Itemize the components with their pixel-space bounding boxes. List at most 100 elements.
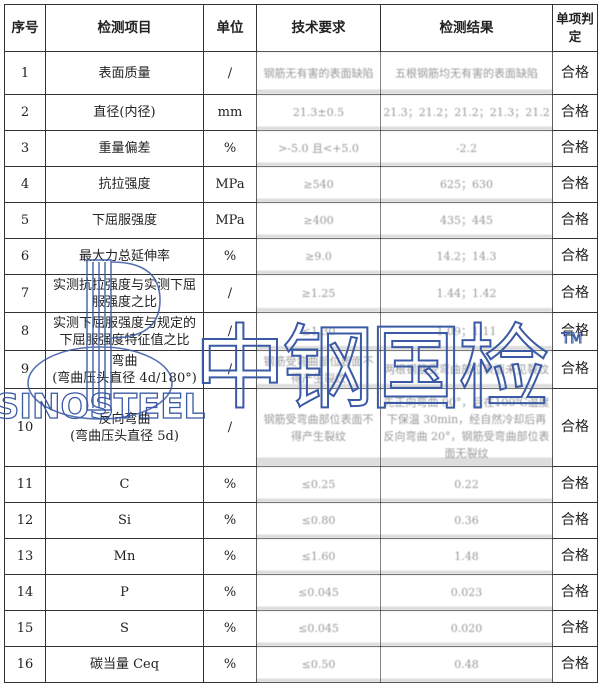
test-result: 五根钢筋均无有害的表面缺陷 — [380, 51, 553, 95]
header-no: 序号 — [4, 4, 46, 52]
test-item: 实测抗拉强度与实测下屈服强度之比 — [45, 274, 204, 313]
unit: % — [203, 574, 257, 611]
technical-requirement: ≤0.50 — [256, 646, 381, 683]
verdict: 合格 — [552, 646, 598, 683]
test-result: 1.44；1.42 — [380, 274, 553, 313]
test-result: 0.023 — [380, 574, 553, 611]
unit: % — [203, 238, 257, 275]
unit: MPa — [203, 202, 257, 239]
test-item: 实测下屈服强度与规定的下屈服强度特征值之比 — [45, 312, 204, 351]
row-number: 9 — [4, 350, 46, 389]
verdict: 合格 — [552, 202, 598, 239]
unit: mm — [203, 94, 257, 131]
table-row: 15 S% ≤0.045 0.020 合格 — [4, 610, 598, 647]
verdict: 合格 — [552, 238, 598, 275]
technical-requirement: ≤0.25 — [256, 466, 381, 503]
table-row: 9 弯曲 (弯曲压头直径 4d/180°) / 钢筋受弯曲部位表面不得产生裂纹 两根钢筋… — [4, 350, 598, 389]
verdict: 合格 — [552, 466, 598, 503]
verdict: 合格 — [552, 502, 598, 539]
table-row: 6 最大力总延伸率% ≥9.0 14.2；14.3 合格 — [4, 238, 598, 275]
table-row: 5 下屈服强度 MPa ≥400 435；445 合格 — [4, 202, 598, 239]
verdict: 合格 — [552, 274, 598, 313]
test-item: S — [45, 610, 204, 647]
test-item: 抗拉强度 — [45, 166, 204, 203]
test-item: 下屈服强度 — [45, 202, 204, 239]
row-number: 8 — [4, 312, 46, 351]
technical-requirement: 钢筋无有害的表面缺陷 — [256, 51, 381, 95]
technical-requirement: ≤0.045 — [256, 574, 381, 611]
unit: % — [203, 466, 257, 503]
verdict: 合格 — [552, 130, 598, 167]
table-row: 14 P% ≤0.045 0.023 合格 — [4, 574, 598, 611]
technical-requirement: ≥9.0 — [256, 238, 381, 275]
verdict: 合格 — [552, 610, 598, 647]
unit: / — [203, 312, 257, 351]
test-item: 最大力总延伸率 — [45, 238, 204, 275]
technical-requirement: ≥400 — [256, 202, 381, 239]
test-result: 21.3；21.2；21.2；21.3；21.2 — [380, 94, 553, 131]
table-row: 3 重量偏差% >-5.0 且<+5.0 -2.2 合格 — [4, 130, 598, 167]
table-row: 10 反向弯曲 (弯曲压头直径 5d) / 钢筋受弯曲部位表面不得产生裂纹 先正向弯曲 … — [4, 388, 598, 467]
header-item: 检测项目 — [45, 4, 204, 52]
verdict: 合格 — [552, 51, 598, 95]
row-number: 4 — [4, 166, 46, 203]
unit: % — [203, 646, 257, 683]
test-item: P — [45, 574, 204, 611]
table-row: 12 Si% ≤0.80 0.36 合格 — [4, 502, 598, 539]
test-result: 0.020 — [380, 610, 553, 647]
table-row: 16 碳当量 Ceq% ≤0.50 0.48 合格 — [4, 646, 598, 683]
test-item: 重量偏差 — [45, 130, 204, 167]
technical-requirement: ≤0.045 — [256, 610, 381, 647]
test-item: C — [45, 466, 204, 503]
test-result: 435；445 — [380, 202, 553, 239]
technical-requirement: ≤1.60 — [256, 538, 381, 575]
table-row: 11 C% ≤0.25 0.22 合格 — [4, 466, 598, 503]
unit: / — [203, 350, 257, 389]
technical-requirement: 21.3±0.5 — [256, 94, 381, 131]
verdict: 合格 — [552, 166, 598, 203]
verdict: 合格 — [552, 388, 598, 467]
table-row: 2 直径(内径) mm 21.3±0.5 21.3；21.2；21.2；21.3；21.… — [4, 94, 598, 131]
test-item: Mn — [45, 538, 204, 575]
test-result: 先正向弯曲 90°，后在100℃温度下保温 30min，经自然冷却后再反向弯曲 … — [380, 388, 553, 467]
row-number: 7 — [4, 274, 46, 313]
test-result: -2.2 — [380, 130, 553, 167]
table-row: 13 Mn% ≤1.60 1.48 合格 — [4, 538, 598, 575]
test-item: 表面质量 — [45, 51, 204, 95]
test-result: 0.22 — [380, 466, 553, 503]
technical-requirement: ≤1.30 — [256, 312, 381, 351]
table-row: 4 抗拉强度 MPa ≥540 625；630 合格 — [4, 166, 598, 203]
test-result: 14.2；14.3 — [380, 238, 553, 275]
test-result: 0.36 — [380, 502, 553, 539]
row-number: 13 — [4, 538, 46, 575]
test-result: 0.48 — [380, 646, 553, 683]
technical-requirement: ≥540 — [256, 166, 381, 203]
test-result: 625；630 — [380, 166, 553, 203]
table-row: 1 表面质量 / 钢筋无有害的表面缺陷 五根钢筋均无有害的表面缺陷 合格 — [4, 51, 598, 95]
inspection-results-table: 序号 检测项目 单位 技术要求 检测结果 单项判定 1 表面质量 / 钢筋无有害的表面… — [4, 4, 598, 683]
unit: % — [203, 538, 257, 575]
test-result: 1.48 — [380, 538, 553, 575]
test-item: 直径(内径) — [45, 94, 204, 131]
header-result: 检测结果 — [380, 4, 553, 52]
test-result: 1.09；1.11 — [380, 312, 553, 351]
unit: / — [203, 51, 257, 95]
test-item: 碳当量 Ceq — [45, 646, 204, 683]
row-number: 5 — [4, 202, 46, 239]
test-item: Si — [45, 502, 204, 539]
header-verdict: 单项判定 — [552, 4, 598, 52]
unit: % — [203, 502, 257, 539]
header-unit: 单位 — [203, 4, 257, 52]
row-number: 1 — [4, 51, 46, 95]
table-row: 7 实测抗拉强度与实测下屈服强度之比 / ≥1.25 1.44；1.42 合格 — [4, 274, 598, 313]
unit: MPa — [203, 166, 257, 203]
unit: % — [203, 610, 257, 647]
row-number: 11 — [4, 466, 46, 503]
row-number: 3 — [4, 130, 46, 167]
technical-requirement: 钢筋受弯曲部位表面不得产生裂纹 — [256, 350, 381, 389]
unit: / — [203, 274, 257, 313]
technical-requirement: 钢筋受弯曲部位表面不得产生裂纹 — [256, 388, 381, 467]
test-item: 弯曲 (弯曲压头直径 4d/180°) — [45, 350, 204, 389]
row-number: 6 — [4, 238, 46, 275]
header-requirement: 技术要求 — [256, 4, 381, 52]
